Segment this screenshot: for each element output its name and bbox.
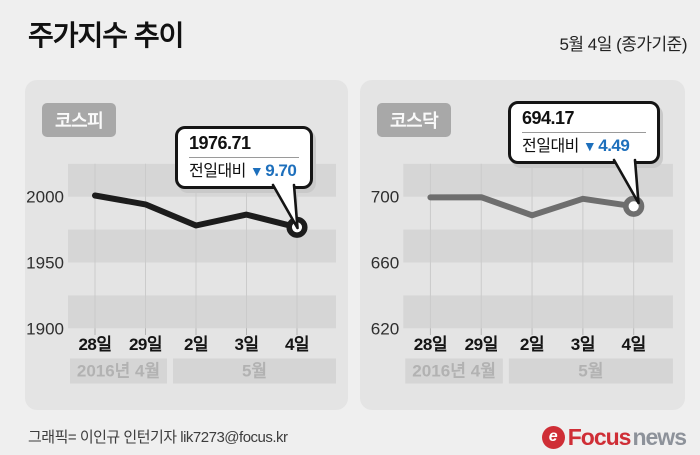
kospi-badge: 코스피 (42, 103, 117, 137)
svg-text:5월: 5월 (242, 362, 267, 381)
svg-text:28일: 28일 (414, 335, 447, 354)
callout-divider (189, 157, 299, 158)
kosdaq-badge: 코스닥 (377, 103, 452, 137)
callout-divider (522, 132, 646, 133)
kosdaq-panel: 28일 29일 2일 3일 4일 700 660 620 2016년 4월 5월 코스닥 694.… (360, 80, 685, 410)
svg-text:5월: 5월 (578, 362, 603, 381)
down-triangle-icon: ▼ (249, 163, 264, 179)
svg-text:4일: 4일 (285, 335, 309, 354)
logo-text-focus: Focus (567, 423, 632, 450)
callout-tail (271, 183, 299, 230)
svg-text:3일: 3일 (571, 335, 595, 354)
svg-text:3일: 3일 (234, 335, 258, 354)
svg-text:1950: 1950 (26, 254, 64, 273)
focus-swirl-icon: e (541, 425, 565, 449)
kosdaq-callout: 694.17 전일대비 ▼ 4.49 (508, 101, 660, 205)
callout-tail (612, 158, 640, 205)
date-note: 5월 4일 (종가기준) (559, 35, 687, 54)
change-label: 전일대비 (189, 163, 246, 180)
kospi-callout: 1976.71 전일대비 ▼ 9.70 (175, 126, 313, 230)
svg-text:1900: 1900 (26, 319, 64, 338)
page-title: 주가지수 추이 (28, 20, 184, 51)
svg-text:700: 700 (371, 188, 400, 207)
svg-text:2016년 4월: 2016년 4월 (412, 362, 496, 381)
credit: 그래픽= 이인규 인턴기자 lik7273@focus.kr (28, 429, 288, 446)
svg-text:2일: 2일 (184, 335, 208, 354)
logo-text-news: news (632, 423, 687, 450)
kosdaq-change-value: 4.49 (598, 136, 630, 155)
focus-news-logo: e Focus news (541, 423, 687, 450)
kospi-close-value: 1976.71 (189, 133, 251, 153)
kospi-change-value: 9.70 (265, 161, 297, 180)
svg-text:29일: 29일 (465, 335, 498, 354)
svg-text:2000: 2000 (26, 188, 64, 207)
kospi-panel: 28일 29일 2일 3일 4일 2000 1950 1900 2016년 4월 5월 코스피 1… (25, 80, 348, 410)
down-triangle-icon: ▼ (582, 138, 597, 154)
kosdaq-close-value: 694.17 (522, 108, 575, 128)
svg-text:620: 620 (371, 319, 400, 338)
svg-text:2일: 2일 (520, 335, 544, 354)
svg-text:4일: 4일 (622, 335, 646, 354)
svg-text:660: 660 (371, 254, 400, 273)
change-label: 전일대비 (522, 138, 579, 155)
svg-text:29일: 29일 (129, 335, 162, 354)
svg-text:28일: 28일 (78, 335, 111, 354)
svg-text:2016년 4월: 2016년 4월 (77, 362, 160, 381)
